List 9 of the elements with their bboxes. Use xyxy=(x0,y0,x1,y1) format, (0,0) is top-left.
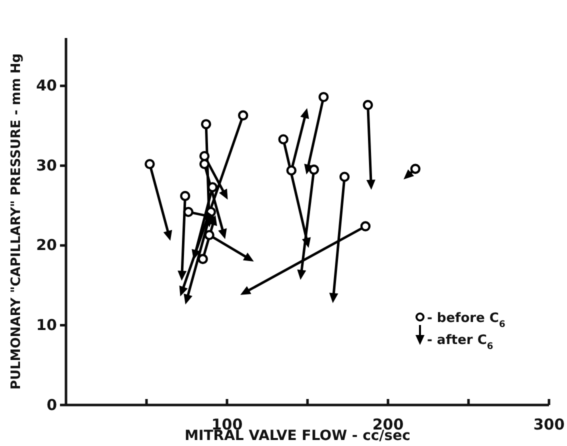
y-axis-title: PULMONARY "CAPILLARY" PRESSURE - mm Hg xyxy=(9,53,24,390)
y-tick-label: 30 xyxy=(36,156,57,174)
y-tick-label: 10 xyxy=(36,316,57,334)
legend-label: - after C$_{6}$ xyxy=(427,333,494,352)
x-tick-label: 300 xyxy=(533,416,565,434)
y-tick-label: 0 xyxy=(46,396,57,414)
y-tick-label: 20 xyxy=(36,236,57,254)
y-tick-label: 40 xyxy=(36,76,57,95)
legend-label: - before C$_{6}$ xyxy=(427,311,506,330)
